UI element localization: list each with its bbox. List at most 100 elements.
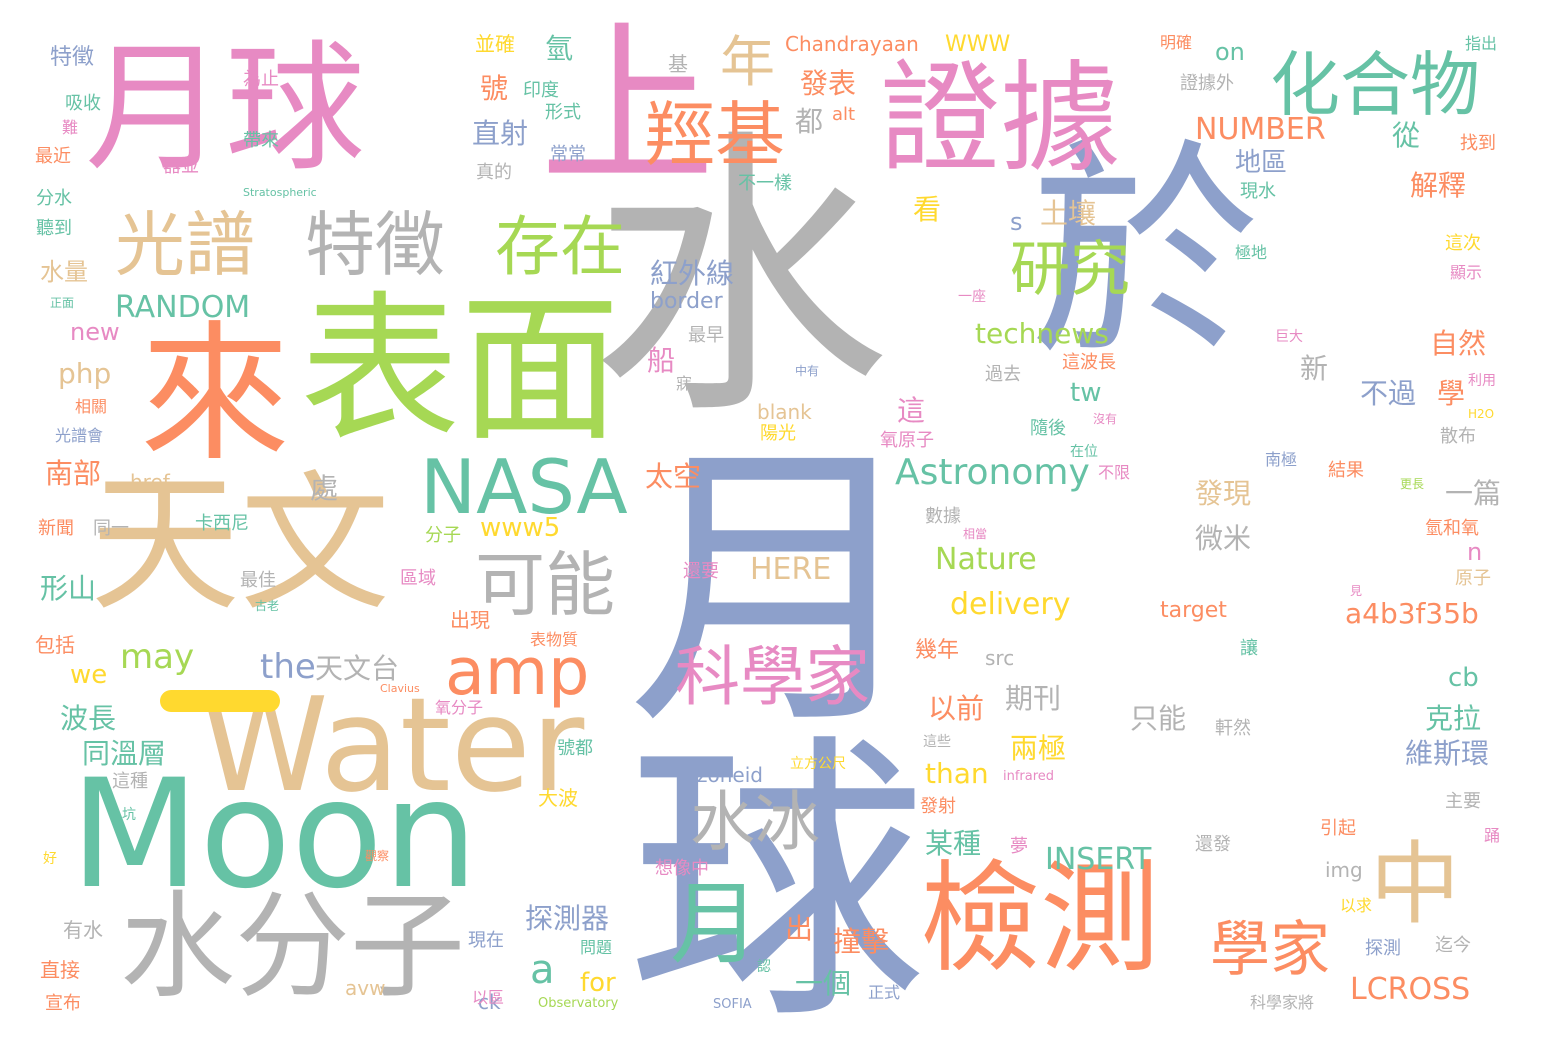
word-5b785bb6: 學家: [1210, 915, 1330, 985]
word-nasa: NASA: [420, 443, 628, 531]
word-767c8868: 發表: [800, 67, 857, 100]
word-nature: Nature: [935, 542, 1037, 577]
word-76f895dc: 相關: [75, 397, 108, 416]
word-here: HERE: [750, 552, 832, 587]
word-627e5230: 找到: [1460, 133, 1496, 154]
word-571f58e4: 土壤: [1040, 197, 1097, 230]
word-7fa557fa: 羥基: [645, 94, 785, 176]
word-531654087269: 化合物: [1270, 44, 1480, 126]
word-63a26e2c5668: 探測器: [525, 902, 610, 935]
word-649e64ca: 撞擊: [833, 925, 890, 958]
word-65b0805e: 新聞: [38, 518, 74, 539]
word-67008fd1: 最近: [35, 146, 71, 167]
word-535790e8: 南部: [45, 457, 102, 490]
word-63a26e2c: 探測: [1365, 938, 1401, 959]
word-4e3b8981: 主要: [1445, 791, 1481, 812]
word-5f625c71: 形山: [40, 572, 97, 605]
word-52297528: 利用: [1468, 373, 1496, 389]
word-5361897f5c3c: 卡西尼: [195, 513, 249, 534]
word-67d07a2e: 某種: [925, 827, 982, 860]
word-967d5149: 陽光: [760, 423, 796, 444]
word-sofia: SOFIA: [713, 997, 752, 1012]
word-a4b3f35b: a4b3f35b: [1345, 597, 1479, 630]
word-57284f4d: 在位: [1070, 444, 1098, 460]
word-5e7e5e74: 幾年: [915, 638, 960, 663]
word-767c5c04: 發射: [920, 796, 956, 817]
word-zoneid: zoneid: [697, 763, 763, 787]
word-8655: 處: [310, 472, 339, 505]
word-href: href: [130, 470, 170, 494]
word-89c05bdf: 觀察: [365, 849, 390, 863]
word-865f: 號: [480, 72, 509, 105]
word-96a85f8c: 隨後: [1030, 418, 1066, 439]
word-6708: 月: [670, 872, 760, 977]
word-51fa: 出: [785, 912, 814, 945]
word-on: on: [1215, 38, 1245, 66]
word-898b: 見: [1350, 584, 1363, 598]
word-89e391cb: 解釋: [1410, 169, 1467, 202]
word-67087403: 月球: [85, 28, 366, 191]
word-771f7684: 真的: [476, 162, 512, 183]
word-5e385e38: 常常: [550, 144, 586, 165]
word-cb: cb: [1448, 663, 1479, 693]
word-539f5b50: 原子: [1455, 568, 1491, 589]
word-65bc: 於: [1030, 121, 1261, 388]
word-7d50679c: 結果: [1328, 460, 1364, 481]
word-6ce29577: 波長: [60, 702, 117, 735]
word-657864da: 數據: [925, 506, 961, 527]
word-s: s: [1010, 208, 1023, 236]
word-target: target: [1160, 598, 1227, 623]
word-78147a76: 研究: [1010, 235, 1130, 305]
word-807d5230: 聽到: [36, 218, 72, 239]
word-770b: 看: [913, 193, 942, 226]
word-6c926709: 沒有: [1093, 412, 1118, 426]
word-cloud-area: [20, 20, 1528, 1032]
word-astronomy: Astronomy: [895, 452, 1090, 493]
word-904e53bb: 過去: [985, 364, 1021, 385]
word-53705ea6: 印度: [523, 80, 559, 101]
word-51498b5c6703: 光譜會: [55, 426, 104, 445]
word-a: a: [530, 947, 555, 993]
word-6c3452065b50: 水分子: [120, 880, 466, 1014]
word-new: new: [70, 318, 120, 346]
word-than: than: [925, 757, 989, 790]
word-72795fb5: 特徵: [50, 45, 95, 70]
word-4ee55340: 以區: [472, 988, 505, 1007]
word-6c27539f5b50: 氧原子: [880, 430, 934, 451]
word-4f86: 來: [140, 308, 291, 482]
word-5de85927: 巨大: [1275, 329, 1303, 345]
word-5751: 坑: [122, 807, 136, 823]
word-53ef80fd: 可能: [475, 544, 615, 626]
word-530562ec: 包括: [35, 633, 75, 657]
word-59296587: 天文: [90, 458, 391, 632]
word-9084767c: 還發: [1195, 834, 1231, 855]
word-65b0: 新: [1300, 352, 1329, 385]
word-may: may: [120, 637, 195, 677]
word-9019: 這: [897, 394, 926, 427]
word-4e2d6709: 中有: [795, 364, 820, 378]
word-8239: 船: [647, 344, 676, 377]
word-7acb65b9516c5c3a: 立方公尺: [790, 756, 846, 772]
word-886872698cea: 表物質: [530, 630, 579, 649]
word-73fe5728: 現在: [468, 930, 504, 951]
word-79d15b785bb65c07: 科學家將: [1250, 993, 1315, 1012]
word-6c3451b0: 水冰: [690, 785, 821, 860]
word-border: border: [650, 289, 723, 314]
word-moon: Moon: [70, 748, 479, 922]
word-insert: INSERT: [1045, 842, 1152, 877]
word-52065b50: 分子: [425, 525, 461, 546]
word-amp: amp: [445, 635, 590, 710]
word-stratospheric: Stratospheric: [243, 186, 317, 199]
word-90196ce29577: 這波長: [1062, 352, 1116, 373]
word-5f9e: 從: [1392, 119, 1421, 152]
word-www5: www5: [480, 513, 561, 543]
word-5922: 夢: [1010, 836, 1028, 857]
word-tw: tw: [1070, 378, 1102, 408]
word-53e48001: 古老: [255, 599, 280, 613]
word-51696975: 兩極: [1010, 732, 1067, 765]
word-69755730: 極地: [1235, 243, 1268, 262]
word-observatory: Observatory: [538, 996, 619, 1011]
word-6c2b548c6c27: 氫和氧: [1425, 518, 1479, 539]
word-4e2678ba: 並確: [475, 32, 515, 56]
word-5bd0: 寐: [676, 374, 693, 393]
